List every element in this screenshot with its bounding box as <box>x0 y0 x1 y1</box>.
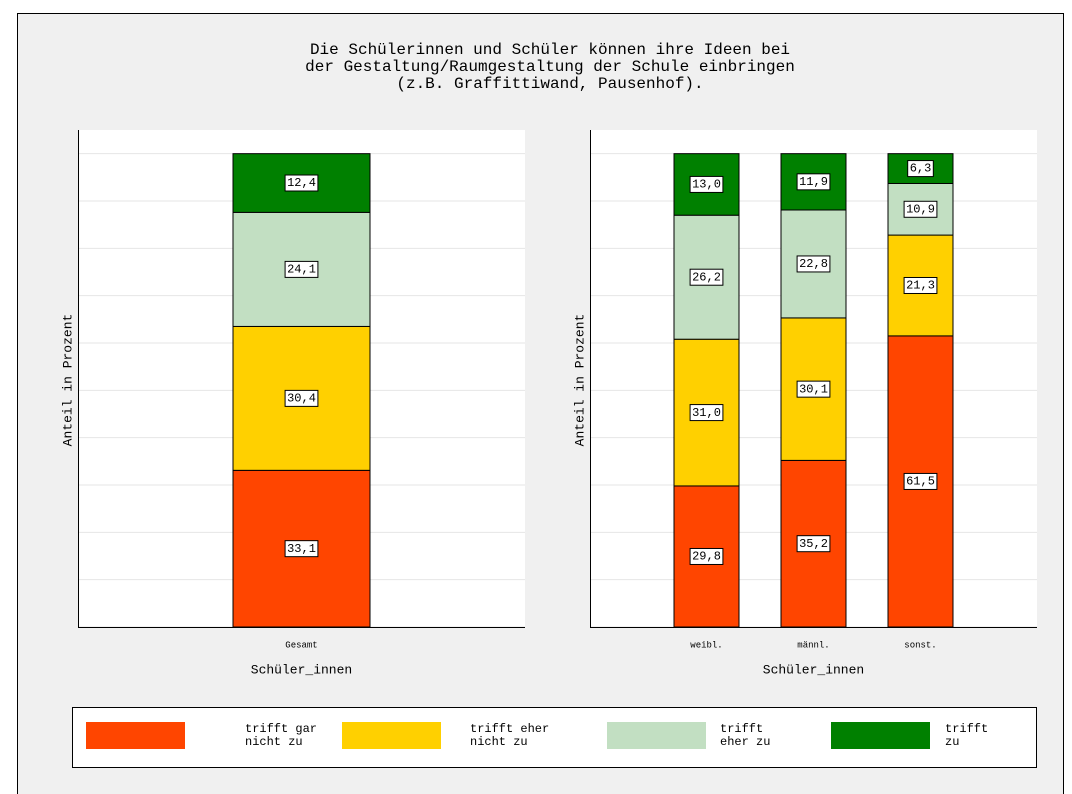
value-label-box <box>284 389 319 407</box>
title-line: (z.B. Graffittiwand, Pausenhof). <box>396 75 703 93</box>
value-label: 22,8 <box>799 257 828 271</box>
value-label-box <box>903 200 938 218</box>
x-tick-label: weibl. <box>690 640 722 650</box>
x-axis-label: Schüler_innen <box>763 662 864 677</box>
value-label: 12,4 <box>287 176 316 190</box>
value-label-box <box>796 380 831 398</box>
legend-swatch <box>831 722 930 749</box>
x-tick-label: männl. <box>797 640 829 650</box>
value-label: 6,3 <box>910 162 932 176</box>
value-label-box <box>796 535 831 553</box>
value-label-box <box>907 160 934 178</box>
x-tick-label: Gesamt <box>285 640 317 650</box>
legend-label: trifft eher nicht zu <box>470 722 550 749</box>
legend-label: trifft eher zu <box>720 722 771 749</box>
y-axis-label: Anteil in Prozent <box>572 314 587 447</box>
value-label-box <box>903 276 938 294</box>
value-label: 10,9 <box>906 202 935 216</box>
legend-swatch <box>86 722 185 749</box>
value-label-box <box>903 472 938 490</box>
value-label: 11,9 <box>799 175 828 189</box>
value-label: 29,8 <box>692 550 721 564</box>
value-label: 33,1 <box>287 542 316 556</box>
legend-swatch <box>342 722 441 749</box>
value-label-box <box>689 175 724 193</box>
value-label: 30,4 <box>287 392 316 406</box>
legend-label: trifft gar nicht zu <box>245 722 318 749</box>
value-label-box <box>689 547 724 565</box>
value-label: 24,1 <box>287 263 316 277</box>
value-label: 31,0 <box>692 406 721 420</box>
value-label-box <box>796 255 831 273</box>
value-label: 61,5 <box>906 475 935 489</box>
title-line: Die Schülerinnen und Schüler können ihre… <box>310 41 790 59</box>
value-label-box <box>689 268 724 286</box>
value-label: 21,3 <box>906 279 935 293</box>
title-line: der Gestaltung/Raumgestaltung der Schule… <box>305 58 795 76</box>
value-label-box <box>689 404 724 422</box>
x-axis-label: Schüler_innen <box>251 662 352 677</box>
value-label-box <box>796 173 831 191</box>
value-label-box <box>284 260 319 278</box>
legend-swatch <box>607 722 706 749</box>
value-label: 13,0 <box>692 178 721 192</box>
value-label: 35,2 <box>799 537 828 551</box>
x-tick-label: sonst. <box>904 640 936 650</box>
bar-segment <box>887 153 954 184</box>
value-label-box <box>284 540 319 558</box>
bar-segment <box>780 317 847 461</box>
value-label: 30,1 <box>799 382 828 396</box>
value-label-box <box>284 174 319 192</box>
value-label: 26,2 <box>692 270 721 284</box>
legend-label: trifft zu <box>945 722 989 749</box>
y-axis-label: Anteil in Prozent <box>60 314 75 447</box>
